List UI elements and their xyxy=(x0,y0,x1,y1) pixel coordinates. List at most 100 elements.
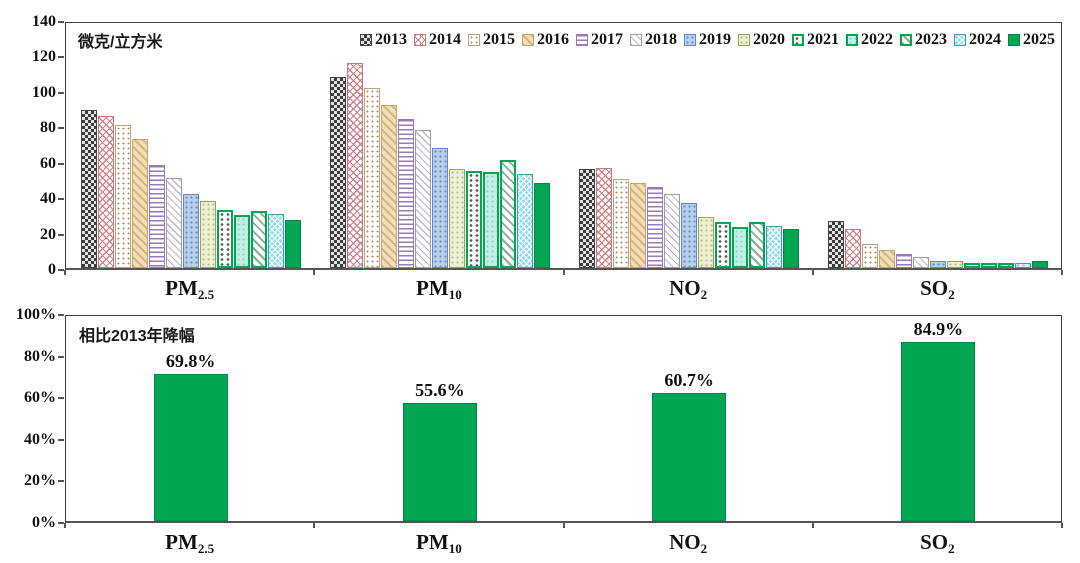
y-tick-mark xyxy=(58,162,64,165)
legend-year-label: 2013 xyxy=(375,31,407,48)
y-tick-mark xyxy=(58,438,64,441)
y-tick-label: 100% xyxy=(16,306,56,323)
bar-2021-SO2 xyxy=(964,262,981,268)
y-tick-label: 20% xyxy=(24,472,56,490)
x-tick-mark xyxy=(64,270,66,275)
x-tick-mark xyxy=(562,270,565,275)
reduction-value-PM2.5: 69.8% xyxy=(165,350,216,371)
bar-2016-PM2.5 xyxy=(131,138,148,268)
y-tick-mark xyxy=(58,21,64,23)
bar-group-NO2 xyxy=(565,23,814,268)
y-tick-label: 100 xyxy=(32,83,56,101)
legend-swatch-2025 xyxy=(1008,34,1020,46)
category-label-text: NO xyxy=(669,276,701,300)
category-label-text: 10 xyxy=(448,287,462,302)
category-label-text: 2 xyxy=(700,287,708,302)
bar-2018-PM10 xyxy=(414,129,431,268)
x-category-label-SO2: SO2 xyxy=(920,276,955,303)
bar-2024-PM2.5 xyxy=(267,214,284,268)
legend-swatch-2017 xyxy=(576,34,588,46)
legend-year-label: 2020 xyxy=(753,31,785,48)
bar-2020-PM10 xyxy=(448,168,465,268)
x-category-label-PM2.5: PM2.5 xyxy=(165,530,214,557)
legend-item-2013: 2013 xyxy=(360,31,407,49)
y-tick-mark xyxy=(58,127,64,130)
y-tick-mark xyxy=(58,355,64,358)
category-label-text: 2 xyxy=(948,287,955,302)
legend-year-label: 2025 xyxy=(1023,31,1055,48)
x-tick-mark xyxy=(313,523,316,528)
bar-2014-SO2 xyxy=(845,229,862,268)
legend-item-2018: 2018 xyxy=(630,31,677,49)
reduction-bar-NO2 xyxy=(652,392,727,521)
bar-2023-SO2 xyxy=(998,262,1015,268)
legend-item-2022: 2022 xyxy=(846,31,893,49)
legend-year-label: 2014 xyxy=(429,31,461,48)
bar-2021-NO2 xyxy=(715,221,732,268)
bar-2015-PM10 xyxy=(363,88,380,268)
y-tick-mark xyxy=(58,91,64,94)
bar-2020-NO2 xyxy=(698,216,715,268)
legend-item-2023: 2023 xyxy=(900,31,947,49)
y-tick-mark xyxy=(58,480,64,483)
reduction-bar-PM10 xyxy=(402,403,477,521)
legend-item-2020: 2020 xyxy=(738,31,785,49)
y-tick-label: 60 xyxy=(40,154,56,172)
category-label-text: SO xyxy=(920,276,949,300)
bar-2017-PM10 xyxy=(397,119,414,268)
x-category-label-PM10: PM10 xyxy=(416,530,462,557)
category-label-text: SO xyxy=(920,530,949,554)
y-tick-mark xyxy=(58,522,64,524)
legend-year-label: 2024 xyxy=(969,31,1001,48)
bar-2023-PM2.5 xyxy=(250,211,267,268)
bar-2015-PM2.5 xyxy=(114,125,131,268)
y-tick-label: 40% xyxy=(24,430,56,448)
legend-item-2014: 2014 xyxy=(414,31,461,49)
category-label-text: PM xyxy=(416,530,449,554)
legend-items: 2013 2014 2015 2016 2017 2018 2019 2020 2021 2022… xyxy=(360,31,1055,49)
x-tick-mark xyxy=(562,523,565,528)
category-label-text: 2 xyxy=(948,541,955,556)
legend-year-label: 2021 xyxy=(807,31,839,48)
bar-2019-PM2.5 xyxy=(182,193,199,268)
y-tick-label: 80 xyxy=(40,119,56,137)
y-axis-unit-label: 微克/立方米 xyxy=(78,34,163,51)
bar-2017-SO2 xyxy=(896,253,913,268)
bar-2013-SO2 xyxy=(828,221,845,268)
bar-2019-NO2 xyxy=(681,202,698,268)
bar-2016-SO2 xyxy=(879,250,896,268)
bar-2015-NO2 xyxy=(613,179,630,268)
bar-2022-SO2 xyxy=(981,262,998,268)
y-tick-label: 120 xyxy=(32,48,56,66)
y-tick-mark xyxy=(58,314,64,316)
bar-2022-PM2.5 xyxy=(233,214,250,268)
category-label-text: 2 xyxy=(700,541,708,556)
bar-2024-NO2 xyxy=(766,225,783,268)
bar-2021-PM2.5 xyxy=(216,209,233,268)
legend-swatch-2014 xyxy=(414,34,426,46)
x-tick-mark xyxy=(64,523,66,528)
legend-year-label: 2015 xyxy=(483,31,515,48)
y-tick-label: 0% xyxy=(32,514,56,531)
legend-item-2019: 2019 xyxy=(684,31,731,49)
y-tick-label: 20 xyxy=(40,225,56,243)
category-label-text: 2.5 xyxy=(197,287,215,302)
y-tick-mark xyxy=(58,198,64,201)
category-label-text: PM xyxy=(165,530,198,554)
y-tick-label: 60% xyxy=(24,389,56,407)
bar-2014-PM2.5 xyxy=(97,115,114,268)
y-tick-mark xyxy=(58,269,64,271)
y-tick-mark xyxy=(58,56,64,59)
bar-2013-PM2.5 xyxy=(80,109,97,268)
bar-2022-NO2 xyxy=(732,227,749,268)
bar-2016-NO2 xyxy=(630,183,647,268)
x-category-label-SO2: SO2 xyxy=(920,530,955,557)
x-category-label-NO2: NO2 xyxy=(669,276,707,303)
bar-2020-PM2.5 xyxy=(199,200,216,268)
legend-item-2015: 2015 xyxy=(468,31,515,49)
legend-swatch-2016 xyxy=(522,34,534,46)
bar-group-SO2 xyxy=(814,23,1063,268)
legend-swatch-2018 xyxy=(630,34,642,46)
bar-2017-PM2.5 xyxy=(148,165,165,268)
reduction-bar-PM2.5 xyxy=(153,373,228,521)
